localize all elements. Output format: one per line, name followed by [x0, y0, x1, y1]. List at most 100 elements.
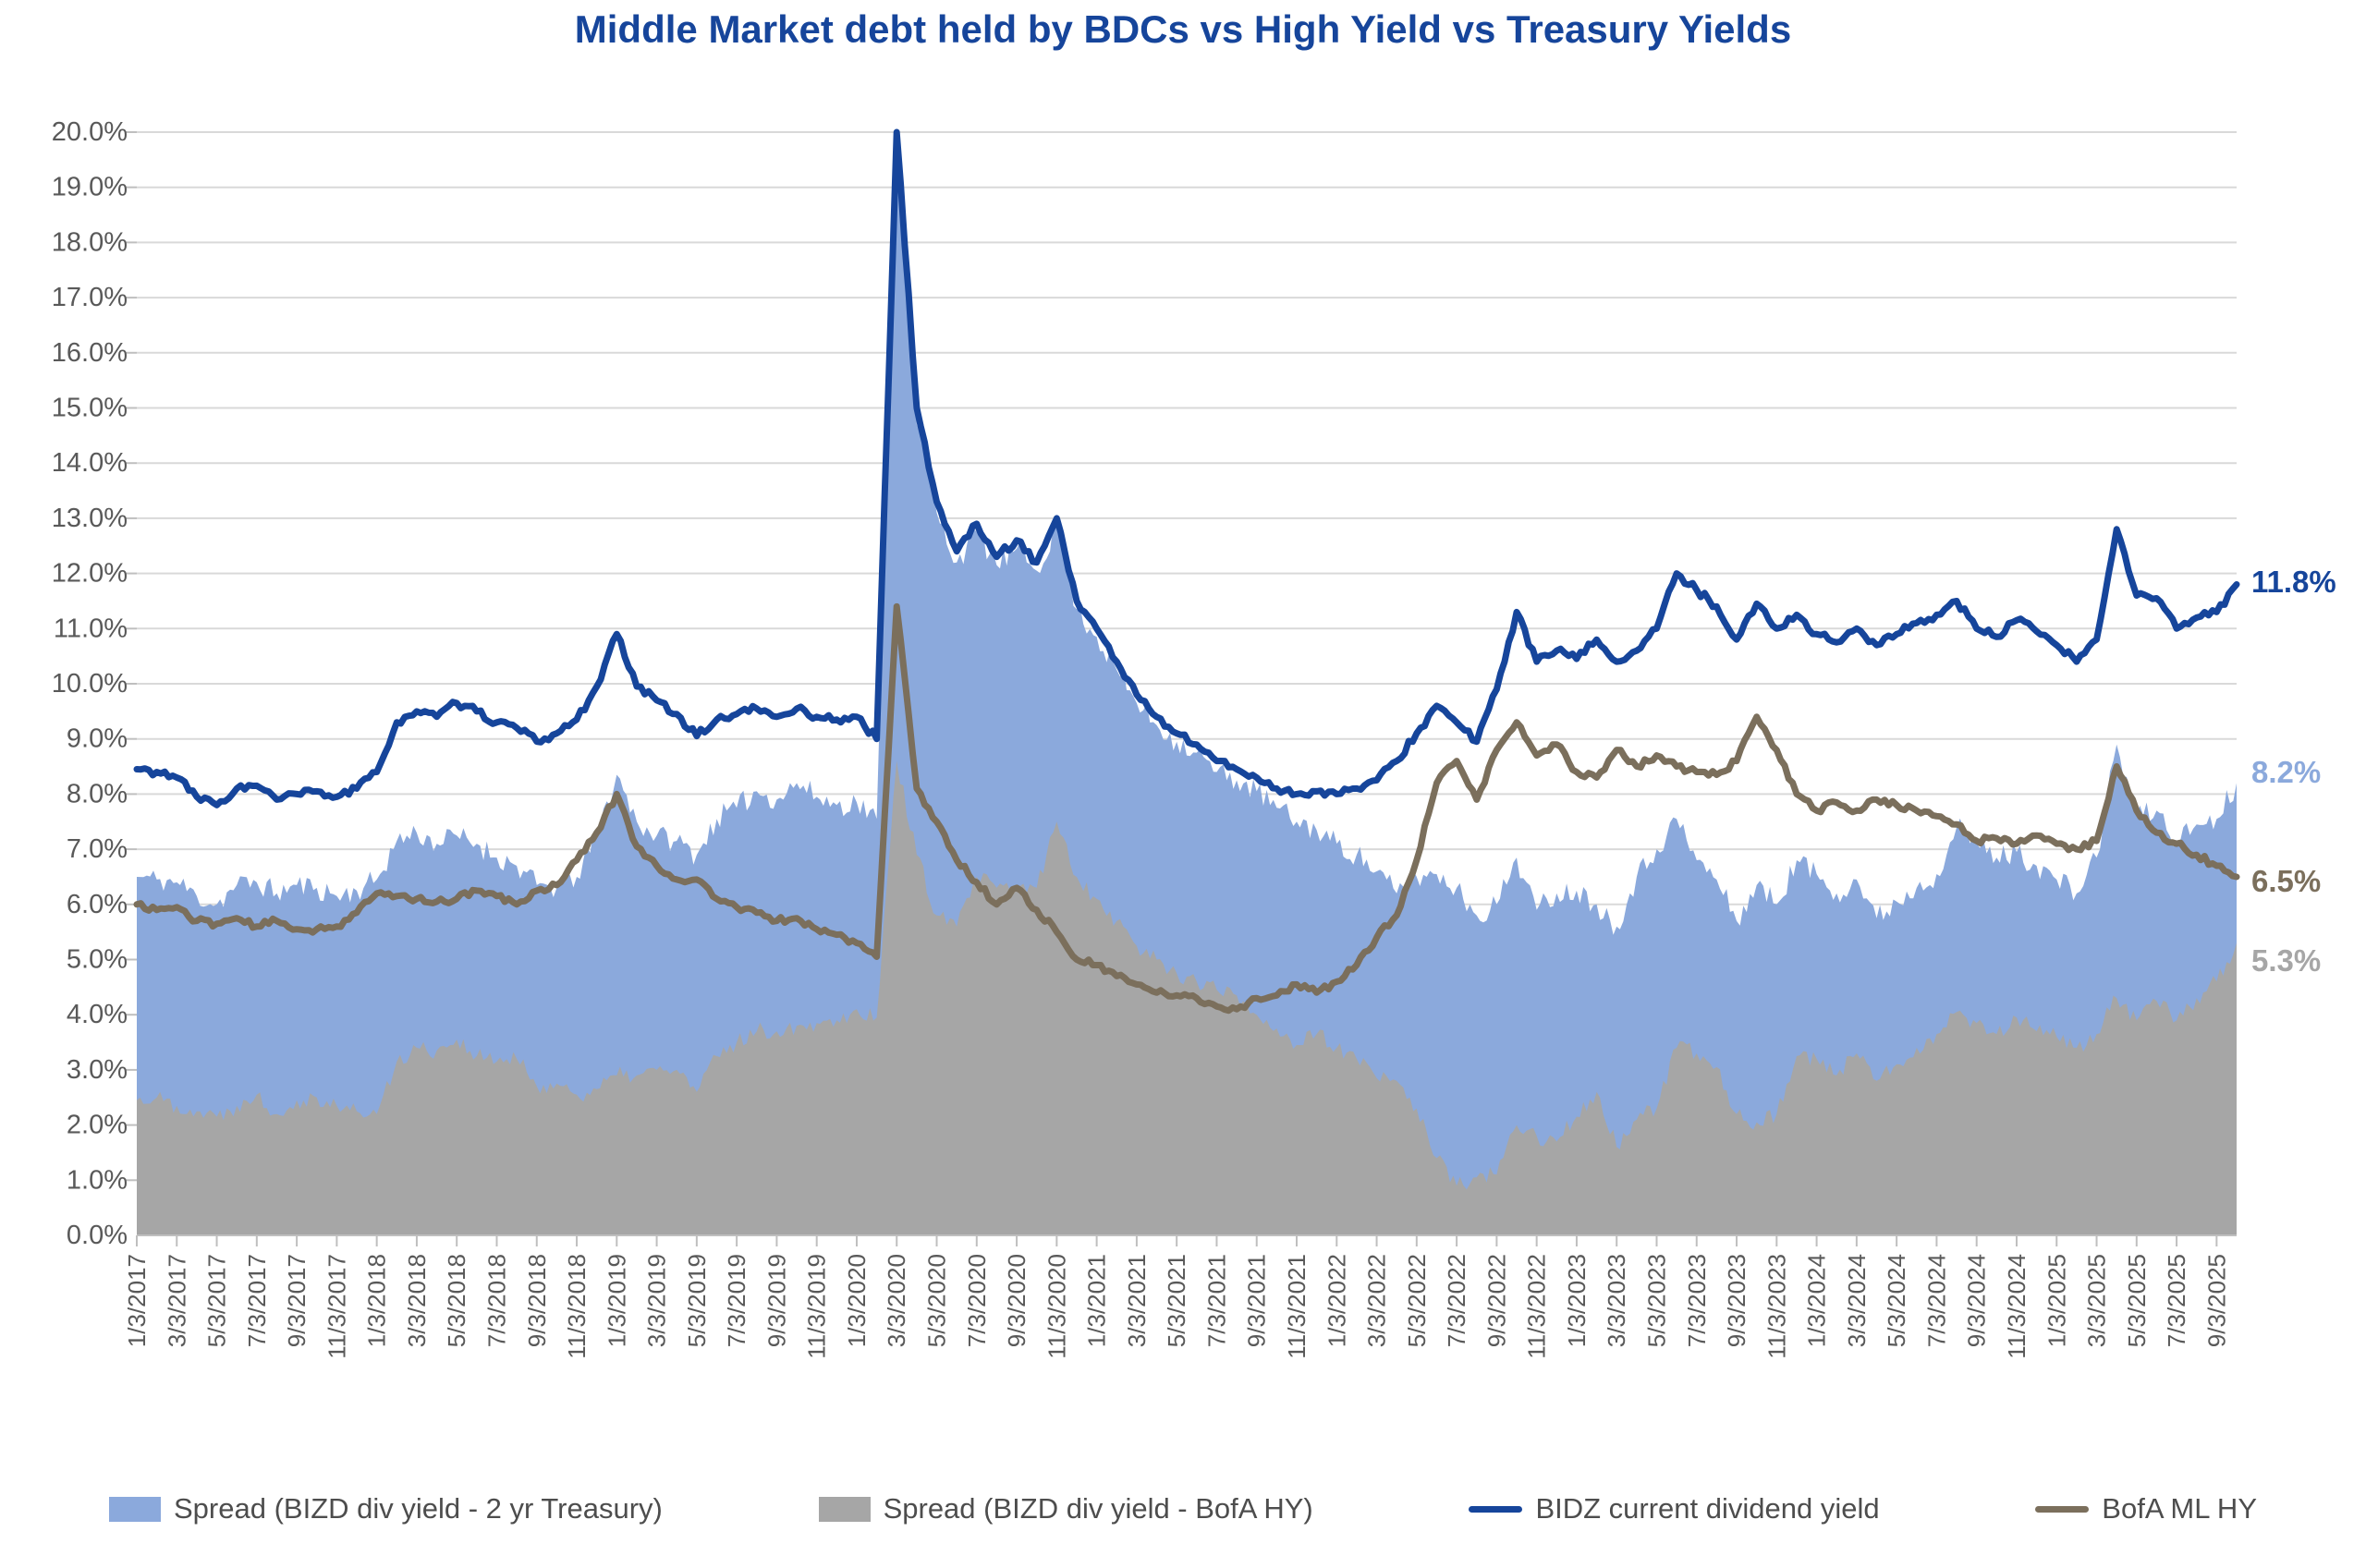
x-tick-label: 9/3/2023 [1723, 1254, 1750, 1347]
x-tick-label: 7/3/2024 [1922, 1254, 1950, 1347]
y-tick-label: 3.0% [67, 1055, 128, 1085]
x-tick-label: 3/3/2018 [403, 1254, 431, 1347]
x-tick-label: 11/3/2021 [1283, 1254, 1311, 1359]
x-tick-label: 7/3/2021 [1202, 1254, 1230, 1347]
x-tick-label: 7/3/2019 [723, 1254, 750, 1347]
legend-label-spread-bofa-hy: Spread (BIZD div yield - BofA HY) [883, 1492, 1313, 1525]
x-tick-label: 5/3/2020 [923, 1254, 951, 1347]
x-tick-label: 5/3/2018 [443, 1254, 470, 1347]
legend-swatch-spread-bofa-hy [818, 1496, 871, 1522]
y-tick-label: 15.0% [52, 394, 128, 423]
x-tick-label: 11/3/2018 [563, 1254, 591, 1359]
legend-label-spread-treasury: Spread (BIZD div yield - 2 yr Treasury) [174, 1492, 663, 1525]
x-tick-label: 11/3/2017 [323, 1254, 350, 1359]
end-label-bofa-ml-hy: 6.5% [2251, 863, 2322, 898]
y-tick-label: 17.0% [52, 283, 128, 312]
x-tick-label: 11/3/2019 [803, 1254, 831, 1359]
plot-area: 0.0% 1.0% 2.0% 3.0% 4.0% 5.0% 6.0% 7.0% 8.0% 9.0%… [52, 117, 2240, 1359]
x-tick-label: 1/3/2018 [363, 1254, 391, 1347]
x-tick-label: 1/3/2021 [1083, 1254, 1111, 1347]
x-tick-label: 11/3/2022 [1523, 1254, 1551, 1359]
legend-item-bofa-ml-hy: BofA ML HY [2035, 1492, 2257, 1525]
x-tick-label: 9/3/2024 [1963, 1254, 1991, 1347]
y-axis-labels: 0.0% 1.0% 2.0% 3.0% 4.0% 5.0% 6.0% 7.0% 8.0% 9.0%… [52, 117, 128, 1250]
x-tick-label: 11/3/2023 [1762, 1254, 1790, 1359]
legend-item-spread-treasury: Spread (BIZD div yield - 2 yr Treasury) [109, 1492, 663, 1525]
x-tick-label: 3/3/2024 [1843, 1254, 1871, 1347]
spread-vs-2yr-treasury-area [137, 153, 2237, 1235]
y-tick-label: 9.0% [67, 724, 128, 754]
x-tick-label: 5/3/2019 [683, 1254, 711, 1347]
x-tick-label: 9/3/2018 [523, 1254, 551, 1347]
x-tick-label: 7/3/2018 [482, 1254, 510, 1347]
legend-item-bidz-dividend-yield: BIDZ current dividend yield [1469, 1492, 1880, 1525]
y-tick-label: 8.0% [67, 779, 128, 808]
x-tick-label: 3/3/2020 [883, 1254, 910, 1347]
x-tick-label: 3/3/2025 [2083, 1254, 2111, 1347]
x-tick-label: 5/3/2017 [203, 1254, 231, 1347]
x-tick-label: 9/3/2020 [1003, 1254, 1031, 1347]
x-tick-label: 9/3/2019 [762, 1254, 790, 1347]
x-tick-label: 5/3/2025 [2123, 1254, 2151, 1347]
x-tick-label: 1/3/2025 [2043, 1254, 2070, 1347]
legend-swatch-bofa-ml-hy [2035, 1505, 2090, 1513]
y-tick-label: 20.0% [52, 117, 128, 147]
x-tick-label: 3/3/2019 [643, 1254, 671, 1347]
x-tick-label: 3/3/2021 [1123, 1254, 1151, 1347]
y-tick-label: 18.0% [52, 227, 128, 257]
y-tick-label: 4.0% [67, 1000, 128, 1029]
y-tick-label: 11.0% [54, 614, 128, 643]
x-tick-label: 3/3/2017 [163, 1254, 190, 1347]
y-tick-label: 14.0% [52, 448, 128, 478]
legend: Spread (BIZD div yield - 2 yr Treasury) … [0, 1477, 2366, 1541]
y-tick-label: 1.0% [67, 1165, 128, 1195]
x-tick-label: 9/3/2017 [283, 1254, 311, 1347]
x-tick-label: 7/3/2025 [2163, 1254, 2190, 1347]
x-tick-label: 7/3/2023 [1683, 1254, 1711, 1347]
end-label-spread-vs-bofa-hy: 5.3% [2251, 942, 2322, 978]
legend-item-spread-bofa-hy: Spread (BIZD div yield - BofA HY) [818, 1492, 1313, 1525]
x-tick-label: 9/3/2021 [1243, 1254, 1271, 1347]
y-tick-label: 7.0% [67, 834, 128, 864]
x-tick-label: 9/3/2022 [1482, 1254, 1510, 1347]
y-tick-label: 13.0% [52, 504, 128, 533]
y-tick-label: 10.0% [52, 669, 128, 699]
y-tick-label: 5.0% [67, 945, 128, 975]
x-tick-label: 1/3/2017 [123, 1254, 151, 1347]
bofa-ml-hy-line [133, 602, 2240, 1015]
x-tick-label: 11/3/2020 [1043, 1254, 1070, 1359]
x-tick-label: 5/3/2023 [1642, 1254, 1670, 1347]
y-tick-label: 6.0% [67, 890, 128, 919]
x-axis [136, 1234, 2237, 1246]
x-tick-label: 1/3/2024 [1803, 1254, 1831, 1347]
x-tick-label: 7/3/2020 [963, 1254, 991, 1347]
x-tick-label: 1/3/2022 [1323, 1254, 1350, 1347]
x-tick-label: 9/3/2025 [2202, 1254, 2230, 1347]
y-tick-label: 0.0% [67, 1221, 128, 1250]
legend-label-bidz-dividend-yield: BIDZ current dividend yield [1535, 1492, 1880, 1525]
x-tick-label: 3/3/2023 [1603, 1254, 1630, 1347]
y-tick-label: 12.0% [52, 559, 128, 589]
x-tick-label: 11/3/2024 [2003, 1254, 2031, 1359]
x-tick-label: 7/3/2017 [243, 1254, 271, 1347]
legend-swatch-spread-treasury [109, 1496, 161, 1522]
y-tick-label: 2.0% [67, 1111, 128, 1140]
x-tick-label: 5/3/2024 [1883, 1254, 1910, 1347]
end-label-bidz-dividend-yield: 11.8% [2251, 564, 2336, 599]
end-label-spread-vs-2yr-treasury: 8.2% [2251, 755, 2322, 790]
y-tick-label: 16.0% [52, 338, 128, 368]
bidz-dividend-yield-line [133, 128, 2240, 808]
y-tick-label: 19.0% [52, 173, 128, 202]
x-tick-label: 3/3/2022 [1363, 1254, 1391, 1347]
x-tick-label: 7/3/2022 [1443, 1254, 1470, 1347]
x-tick-label: 1/3/2023 [1563, 1254, 1591, 1347]
chart-title: Middle Market debt held by BDCs vs High … [574, 7, 1792, 51]
legend-label-bofa-ml-hy: BofA ML HY [2102, 1492, 2257, 1525]
x-tick-label: 1/3/2020 [843, 1254, 871, 1347]
legend-swatch-bidz-dividend-yield [1469, 1505, 1523, 1513]
x-tick-label: 1/3/2019 [603, 1254, 630, 1347]
x-tick-label: 5/3/2022 [1403, 1254, 1431, 1347]
x-axis-labels: 1/3/2017 3/3/2017 5/3/2017 7/3/2017 9/3/2017… [123, 1254, 2230, 1359]
x-tick-label: 5/3/2021 [1163, 1254, 1190, 1347]
